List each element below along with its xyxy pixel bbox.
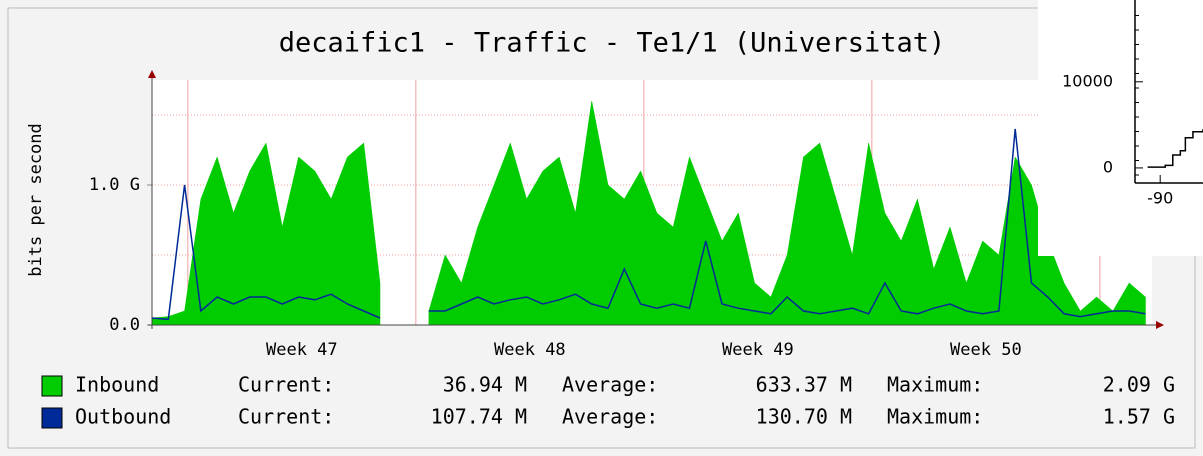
x-tick-label: Week 47 bbox=[266, 340, 338, 360]
x-tick-label: Week 48 bbox=[494, 340, 566, 360]
stat-value: 1.57 G bbox=[1103, 405, 1175, 429]
inset-x-tick-label: -90 bbox=[1147, 189, 1173, 208]
legend-label: Inbound bbox=[75, 373, 159, 397]
stat-name: Maximum: bbox=[887, 373, 983, 397]
stat-value: 130.70 M bbox=[756, 405, 852, 429]
stat-value: 633.37 M bbox=[756, 373, 852, 397]
x-tick-label: Week 49 bbox=[722, 340, 794, 360]
x-axis-arrow bbox=[1156, 321, 1164, 329]
inset-line bbox=[1147, 129, 1203, 168]
stat-name: Average: bbox=[562, 373, 658, 397]
line bbox=[151, 128, 1146, 321]
inset-background bbox=[1038, 0, 1203, 256]
x-tick-label: Week 50 bbox=[950, 340, 1022, 360]
y-axis-arrow bbox=[148, 70, 156, 78]
inset-y-tick-label: 10000 bbox=[1062, 71, 1113, 90]
stat-value: 107.74 M bbox=[431, 405, 527, 429]
y-tick-label: 0.0 bbox=[109, 315, 140, 335]
legend-label: Outbound bbox=[75, 405, 171, 429]
chart-title: decaific1 - Traffic - Te1/1 (Universitat… bbox=[279, 28, 945, 59]
legend-swatch bbox=[41, 407, 63, 429]
inset-y-tick-label: 0 bbox=[1103, 157, 1113, 176]
stat-name: Current: bbox=[238, 405, 334, 429]
stat-name: Maximum: bbox=[887, 405, 983, 429]
inset-y-tick-label: 20000 bbox=[1062, 0, 1113, 4]
stat-value: 36.94 M bbox=[443, 373, 527, 397]
stat-value: 2.09 G bbox=[1103, 373, 1175, 397]
y-tick-label: 1.0 G bbox=[89, 175, 140, 195]
stat-name: Average: bbox=[562, 405, 658, 429]
legend-swatch bbox=[41, 375, 63, 397]
y-axis-label: bits per second bbox=[26, 123, 46, 277]
stat-name: Current: bbox=[238, 373, 334, 397]
